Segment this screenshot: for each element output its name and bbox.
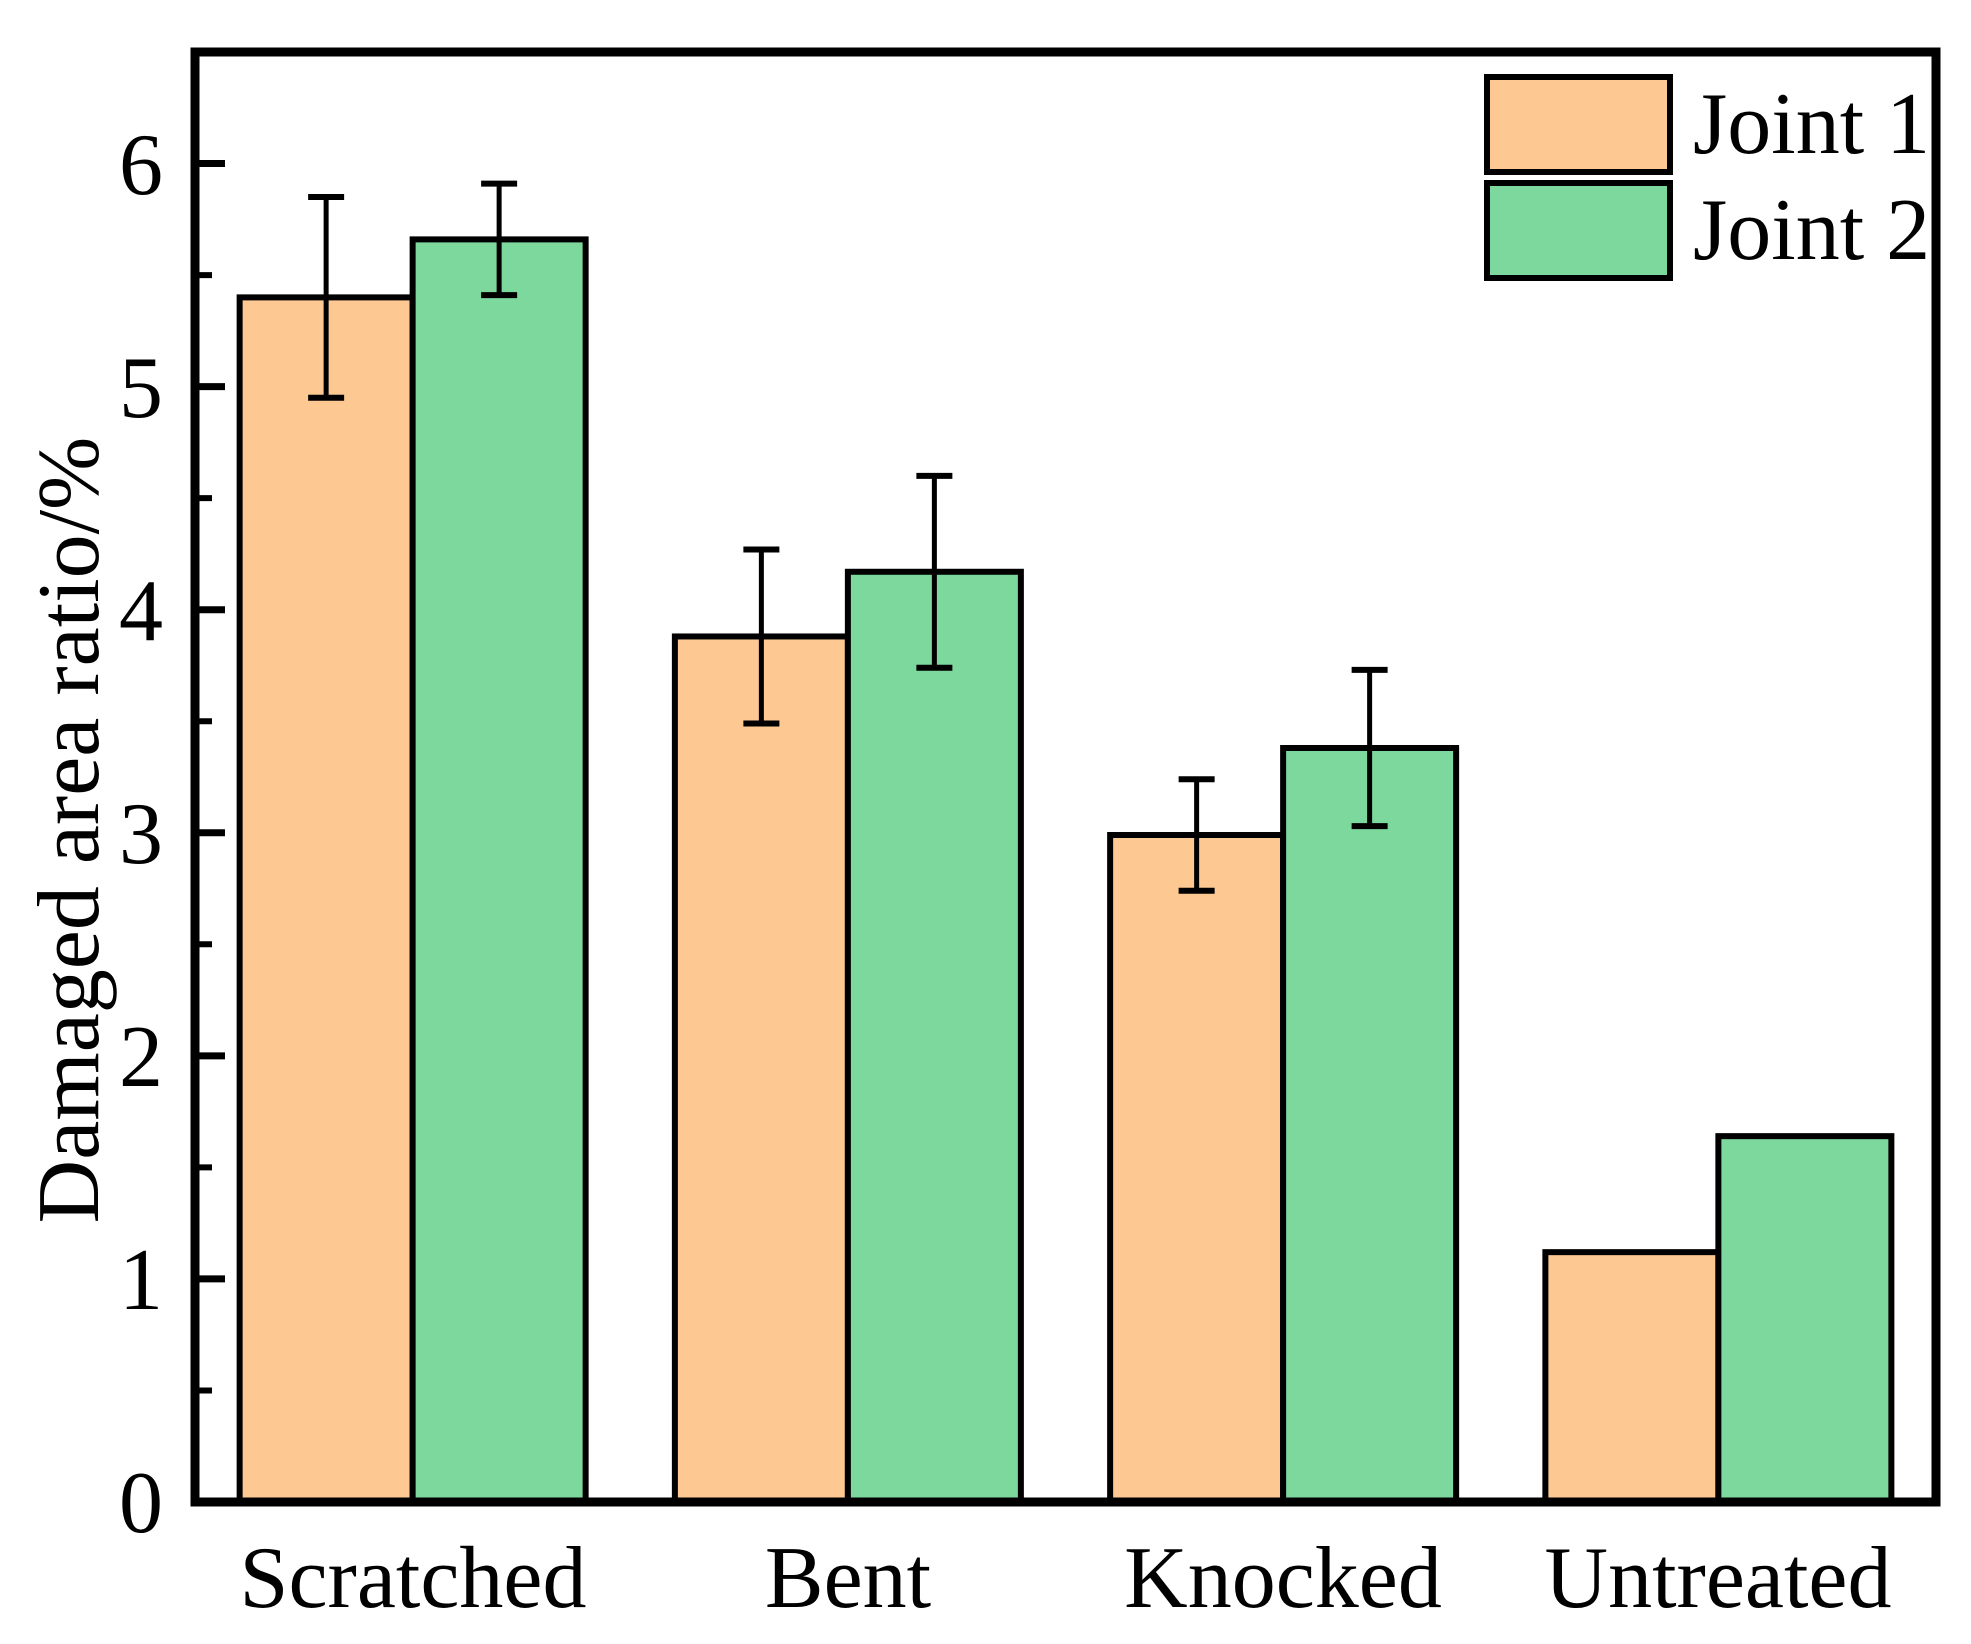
bar-joint-2-scratched [409, 236, 589, 1505]
legend-label-joint2: Joint 2 [1693, 182, 1930, 279]
y-tick-label-0: 0 [119, 1455, 163, 1552]
y-tick-label-1: 1 [119, 1232, 163, 1329]
y-tick-label-5: 5 [119, 340, 163, 437]
x-category-label-untreated: Untreated [1545, 1530, 1892, 1627]
y-tick-label-4: 4 [119, 563, 163, 660]
legend: Joint 1 Joint 2 [1484, 74, 1930, 281]
x-category-label-bent: Bent [765, 1530, 931, 1627]
plot-frame [190, 47, 1941, 1507]
error-bar-joint-1-knocked [1178, 776, 1215, 894]
error-bar-joint-2-bent [916, 472, 953, 671]
bar-joint-1-bent [671, 633, 851, 1505]
y-axis-ticks [195, 160, 225, 1506]
legend-swatch-joint2 [1484, 180, 1673, 281]
error-bar-joint-2-knocked [1351, 666, 1388, 830]
error-bars-layer [308, 180, 1388, 894]
legend-swatch-joint1 [1484, 74, 1673, 175]
legend-label-joint1: Joint 1 [1693, 76, 1930, 173]
y-axis-title: Damaged area ratio/% [21, 437, 118, 1224]
bar-joint-1-untreated [1542, 1249, 1722, 1505]
x-category-label-knocked: Knocked [1124, 1530, 1442, 1627]
bar-joint-1-knocked [1107, 832, 1287, 1505]
y-tick-label-6: 6 [119, 117, 163, 214]
bar-joint-1-scratched [236, 294, 416, 1505]
y-tick-label-2: 2 [119, 1009, 163, 1106]
bar-joint-2-bent [844, 568, 1024, 1505]
bar-joint-2-knocked [1280, 745, 1460, 1505]
x-category-label-scratched: Scratched [240, 1530, 587, 1627]
error-bar-joint-2-scratched [481, 180, 518, 299]
y-tick-labels: 0 1 2 3 4 5 6 [119, 117, 163, 1552]
y-tick-label-3: 3 [119, 786, 163, 883]
x-category-labels: Scratched Bent Knocked Untreated [240, 1530, 1892, 1627]
error-bar-joint-1-bent [743, 546, 780, 727]
error-bar-joint-1-scratched [308, 194, 345, 401]
bar-joint-2-untreated [1715, 1133, 1895, 1505]
bars-layer [236, 236, 1895, 1505]
